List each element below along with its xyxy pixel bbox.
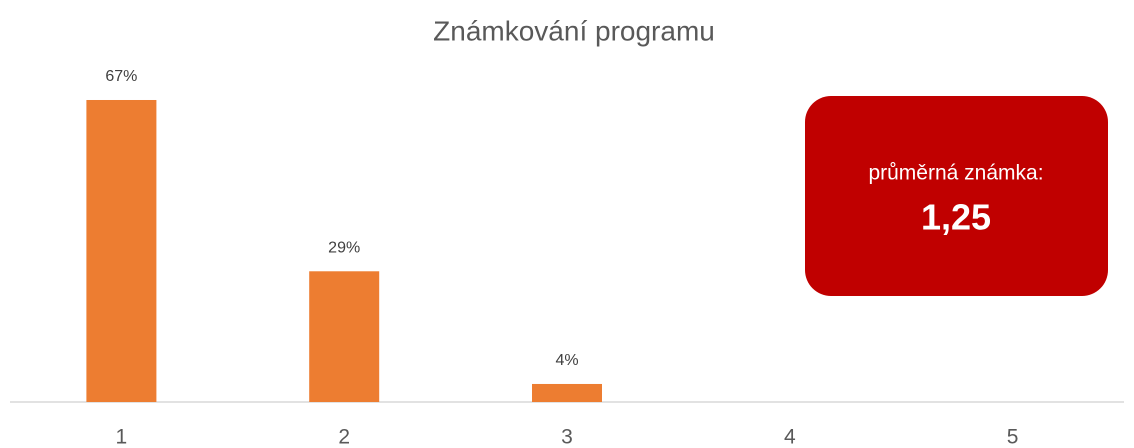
x-tick-label: 2 bbox=[338, 426, 350, 448]
annotation-box bbox=[805, 96, 1108, 296]
x-tick-label: 3 bbox=[561, 426, 573, 448]
annotation-label: průměrná známka: bbox=[868, 162, 1043, 185]
chart-title: Známkování programu bbox=[433, 15, 715, 46]
data-label: 67% bbox=[105, 68, 137, 85]
bar bbox=[532, 383, 602, 402]
x-tick-label: 4 bbox=[784, 426, 796, 448]
x-tick-label: 5 bbox=[1007, 426, 1019, 448]
bar bbox=[86, 99, 157, 402]
data-label: 4% bbox=[555, 352, 578, 369]
data-label: 29% bbox=[328, 240, 360, 257]
x-tick-label: 1 bbox=[116, 426, 128, 448]
bar bbox=[309, 271, 380, 402]
annotation-value: 1,25 bbox=[921, 197, 991, 238]
